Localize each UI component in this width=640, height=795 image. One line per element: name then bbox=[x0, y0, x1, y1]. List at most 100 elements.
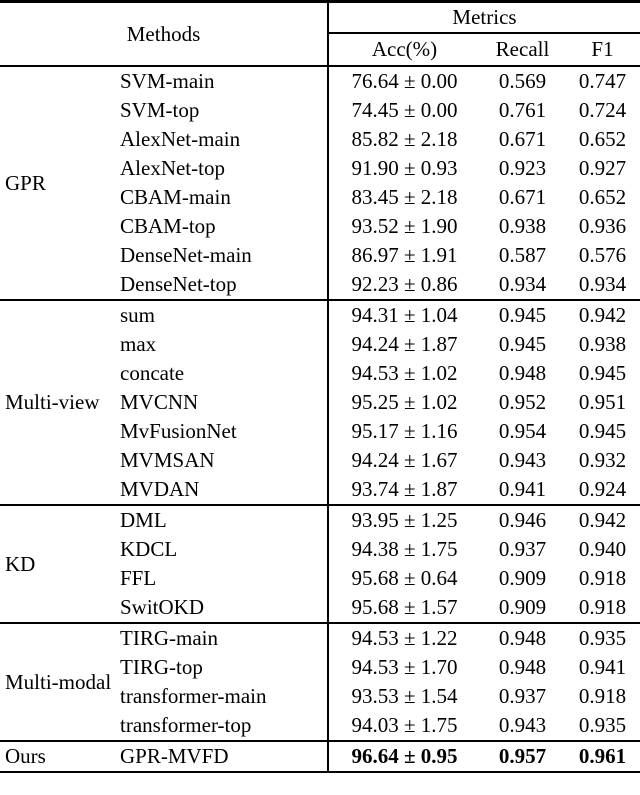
recall-cell: 0.938 bbox=[498, 214, 547, 238]
recall-cell: 0.923 bbox=[498, 156, 547, 180]
method-cell: MVCNN bbox=[120, 390, 199, 414]
acc-cell: 96.64 ± 0.95 bbox=[327, 740, 480, 772]
method-cell: SwitOKD bbox=[120, 595, 205, 619]
table-row: DenseNet-main 86.97 ± 1.91 0.587 0.576 bbox=[0, 241, 640, 270]
acc-cell: 93.95 ± 1.25 bbox=[327, 504, 480, 535]
table-row: TIRG-top 94.53 ± 1.70 0.948 0.941 bbox=[0, 653, 640, 682]
recall-cell: 0.948 bbox=[498, 361, 547, 385]
group-label-ours: Ours bbox=[0, 740, 114, 772]
table-row: max 94.24 ± 1.87 0.945 0.938 bbox=[0, 330, 640, 359]
table-row: Multi-modal TIRG-main 94.53 ± 1.22 0.948… bbox=[0, 622, 640, 741]
table-row: GPR SVM-main 76.64 ± 0.00 0.569 0.747 bbox=[0, 66, 640, 193]
f1-cell: 0.918 bbox=[578, 566, 627, 590]
method-cell: DenseNet-top bbox=[120, 272, 237, 296]
group-label-multi-view: Multi-view bbox=[0, 299, 114, 505]
method-cell: max bbox=[120, 332, 157, 356]
table-row: CBAM-top 93.52 ± 1.90 0.938 0.936 bbox=[0, 212, 640, 241]
recall-cell: 0.954 bbox=[498, 419, 547, 443]
group-label-multi-modal: Multi-modal bbox=[0, 622, 114, 741]
f1-cell: 0.945 bbox=[578, 419, 627, 443]
method-cell: sum bbox=[114, 299, 328, 330]
method-cell: AlexNet-main bbox=[120, 127, 241, 151]
table-row: MvFusionNet 95.17 ± 1.16 0.954 0.945 bbox=[0, 417, 640, 446]
table-row: Multi-view sum 94.31 ± 1.04 0.945 0.942 bbox=[0, 299, 640, 505]
table-row: transformer-top 94.03 ± 1.75 0.943 0.935 bbox=[0, 711, 640, 741]
recall-cell: 0.946 bbox=[480, 504, 565, 535]
method-cell: TIRG-top bbox=[120, 655, 203, 679]
method-cell: DenseNet-main bbox=[120, 243, 252, 267]
method-cell: MvFusionNet bbox=[120, 419, 237, 443]
table-row: KDCL 94.38 ± 1.75 0.937 0.940 bbox=[0, 535, 640, 564]
acc-cell: 76.64 ± 0.00 bbox=[327, 66, 480, 96]
recall-cell: 0.957 bbox=[480, 740, 565, 772]
acc-cell: 92.23 ± 0.86 bbox=[327, 270, 480, 300]
method-cell: CBAM-top bbox=[120, 214, 216, 238]
recall-cell: 0.941 bbox=[498, 477, 547, 501]
recall-cell: 0.671 bbox=[498, 185, 547, 209]
f1-cell: 0.932 bbox=[578, 448, 627, 472]
method-cell: DML bbox=[114, 504, 328, 535]
f1-cell: 0.940 bbox=[578, 537, 627, 561]
f1-cell: 0.918 bbox=[578, 595, 627, 619]
recall-cell: 0.952 bbox=[498, 390, 547, 414]
acc-cell: 83.45 ± 2.18 bbox=[327, 183, 480, 212]
recall-cell: 0.945 bbox=[498, 332, 547, 356]
acc-cell: 93.74 ± 1.87 bbox=[327, 475, 480, 505]
f1-cell: 0.918 bbox=[578, 684, 627, 708]
method-cell: transformer-main bbox=[120, 684, 267, 708]
acc-cell: 95.68 ± 0.64 bbox=[327, 564, 480, 593]
f1-cell: 0.941 bbox=[578, 655, 627, 679]
table-row: AlexNet-top 91.90 ± 0.93 0.923 0.927 bbox=[0, 154, 640, 183]
acc-cell: 94.53 ± 1.22 bbox=[327, 622, 480, 653]
f1-cell: 0.951 bbox=[578, 390, 627, 414]
f1-cell: 0.942 bbox=[565, 299, 640, 330]
table-row: SVM-top 74.45 ± 0.00 0.761 0.724 bbox=[0, 96, 640, 125]
acc-column-header: Acc(%) bbox=[327, 33, 480, 67]
method-cell: FFL bbox=[120, 566, 157, 590]
recall-column-header: Recall bbox=[480, 33, 565, 67]
table-row: KD DML 93.95 ± 1.25 0.946 0.942 bbox=[0, 504, 640, 623]
group-label-kd: KD bbox=[0, 504, 114, 623]
acc-cell: 94.53 ± 1.70 bbox=[327, 653, 480, 682]
acc-cell: 95.68 ± 1.57 bbox=[327, 593, 480, 623]
table-body: GPR SVM-main 76.64 ± 0.00 0.569 0.747 SV… bbox=[0, 66, 640, 772]
acc-cell: 95.25 ± 1.02 bbox=[327, 388, 480, 417]
recall-cell: 0.937 bbox=[498, 684, 547, 708]
f1-cell: 0.935 bbox=[565, 622, 640, 653]
method-cell: TIRG-main bbox=[114, 622, 328, 653]
recall-cell: 0.948 bbox=[498, 655, 547, 679]
recall-cell: 0.909 bbox=[498, 595, 547, 619]
f1-cell: 0.938 bbox=[578, 332, 627, 356]
method-cell: concate bbox=[120, 361, 185, 385]
acc-cell: 74.45 ± 0.00 bbox=[327, 96, 480, 125]
method-cell: AlexNet-top bbox=[120, 156, 225, 180]
table-row: CBAM-main 83.45 ± 2.18 0.671 0.652 bbox=[0, 183, 640, 212]
table-row: MVMSAN 94.24 ± 1.67 0.943 0.932 bbox=[0, 446, 640, 475]
recall-cell: 0.909 bbox=[498, 566, 547, 590]
recall-cell: 0.943 bbox=[498, 713, 547, 737]
recall-cell: 0.934 bbox=[498, 272, 547, 296]
recall-cell: 0.945 bbox=[480, 299, 565, 330]
method-cell: MVMSAN bbox=[120, 448, 215, 472]
recall-cell: 0.948 bbox=[480, 622, 565, 653]
acc-cell: 95.17 ± 1.16 bbox=[327, 417, 480, 446]
acc-cell: 94.24 ± 1.67 bbox=[327, 446, 480, 475]
recall-cell: 0.943 bbox=[498, 448, 547, 472]
method-cell: CBAM-main bbox=[120, 185, 231, 209]
acc-cell: 94.03 ± 1.75 bbox=[327, 711, 480, 741]
acc-cell: 91.90 ± 0.93 bbox=[327, 154, 480, 183]
f1-cell: 0.936 bbox=[578, 214, 627, 238]
table-row: DenseNet-top 92.23 ± 0.86 0.934 0.934 bbox=[0, 270, 640, 300]
acc-cell: 94.31 ± 1.04 bbox=[327, 299, 480, 330]
method-cell: SVM-main bbox=[120, 69, 215, 93]
acc-cell: 86.97 ± 1.91 bbox=[327, 241, 480, 270]
method-cell: KDCL bbox=[120, 537, 178, 561]
methods-column-header: Methods bbox=[0, 1, 328, 67]
acc-cell: 93.52 ± 1.90 bbox=[327, 212, 480, 241]
recall-cell: 0.761 bbox=[498, 98, 547, 122]
acc-cell: 94.53 ± 1.02 bbox=[327, 359, 480, 388]
f1-cell: 0.934 bbox=[578, 272, 627, 296]
acc-cell: 93.53 ± 1.54 bbox=[327, 682, 480, 711]
f1-cell: 0.924 bbox=[578, 477, 627, 501]
f1-cell: 0.747 bbox=[578, 69, 627, 93]
